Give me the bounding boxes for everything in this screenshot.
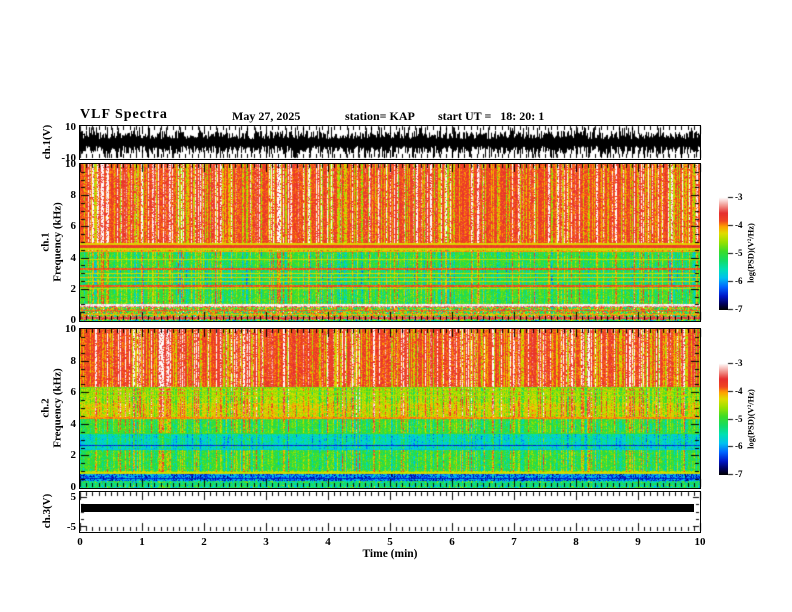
spec1-y-tick-label: 10 <box>65 158 76 170</box>
x-tick-label: 1 <box>139 536 145 548</box>
title-station: station= KAP <box>345 109 415 123</box>
colorbar2-tick-label: -7 <box>735 469 743 479</box>
spec2-channel-label: ch.2 <box>39 398 52 418</box>
ch1-spectrogram-canvas <box>80 164 700 321</box>
colorbar1-label: log(PSD)(V²/Hz) <box>745 223 756 283</box>
x-tick-label: 8 <box>573 536 579 548</box>
colorbar1-tick-label: -3 <box>735 192 743 202</box>
spec1-y-axis-label: ch.1 Frequency (kHz) <box>39 202 63 282</box>
x-tick-label: 6 <box>449 536 455 548</box>
x-tick-label: 7 <box>511 536 517 548</box>
wave-y-tick-label: 10 <box>65 121 76 133</box>
colorbar2-label: log(PSD)(V²/Hz) <box>745 389 756 449</box>
spec2-y-tick-label: 6 <box>70 386 77 398</box>
spec2-y-tick-label: 8 <box>70 355 77 367</box>
colorbar1-tick-label: -4 <box>735 220 743 230</box>
title-start-ut: start UT = 18: 20: 1 <box>438 109 545 123</box>
spec2-y-axis-label: ch.2 Frequency (kHz) <box>39 368 63 448</box>
x-tick-label: 9 <box>635 536 641 548</box>
ch3-y-tick-label: -5 <box>66 521 76 533</box>
spec1-y-tick-label: 6 <box>70 220 77 232</box>
colorbar2-tick-label: -4 <box>735 386 743 396</box>
spec2-y-tick-label: 2 <box>70 449 77 461</box>
colorbar1-tick-label: -5 <box>735 248 743 258</box>
colorbar2-tick-label: -5 <box>735 414 743 424</box>
title-date: May 27, 2025 <box>232 109 301 123</box>
colorbar2-tick-label: -6 <box>735 441 743 451</box>
ch2-spectrogram-canvas <box>80 329 700 488</box>
ch3-saturated-signal-bar <box>81 504 694 512</box>
x-tick-label: 2 <box>201 536 207 548</box>
colorbar1-tick-label: -7 <box>735 304 743 314</box>
colorbar1 <box>719 197 728 310</box>
x-tick-label: 10 <box>694 536 706 548</box>
spec2-y-tick-label: 10 <box>65 323 76 335</box>
figure-title: VLF Spectra <box>80 107 168 122</box>
x-axis-title: Time (min) <box>362 548 418 560</box>
ch3-panel <box>79 491 701 533</box>
ch3-y-tick-label: 5 <box>70 491 77 503</box>
x-tick-label: 4 <box>325 536 331 548</box>
x-tick-label: 3 <box>263 536 269 548</box>
colorbar2 <box>719 363 728 475</box>
spec2-y-tick-label: 4 <box>70 418 77 430</box>
ch1-waveform-canvas <box>80 126 700 159</box>
colorbar2-tick-label: -3 <box>735 358 743 368</box>
spec1-y-tick-label: 4 <box>70 252 77 264</box>
x-tick-label: 5 <box>387 536 393 548</box>
spec1-y-tick-label: 8 <box>70 189 77 201</box>
spec1-y-tick-label: 2 <box>70 283 77 295</box>
spec1-channel-label: ch.1 <box>39 232 52 252</box>
colorbar1-tick-label: -6 <box>735 276 743 286</box>
ch1-waveform-panel <box>79 125 701 160</box>
ch1-spectrogram-panel <box>79 163 701 322</box>
spec2-frequency-label: Frequency (kHz) <box>51 368 63 448</box>
ch2-spectrogram-panel <box>79 328 701 489</box>
x-tick-label: 0 <box>77 536 83 548</box>
spec1-frequency-label: Frequency (kHz) <box>51 202 63 282</box>
